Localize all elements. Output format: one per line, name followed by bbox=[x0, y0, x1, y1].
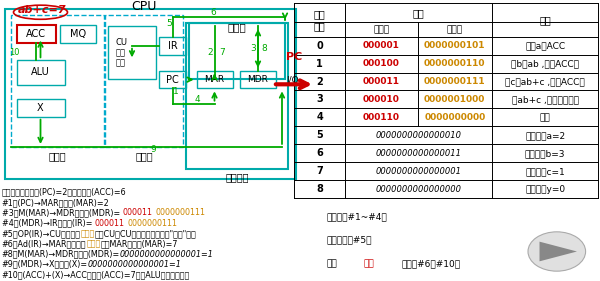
Text: 4: 4 bbox=[316, 112, 323, 123]
Text: 停机: 停机 bbox=[540, 113, 551, 122]
Text: 原始数据y=0: 原始数据y=0 bbox=[525, 185, 565, 194]
Text: #5：OP(IR)→CU，指令的: #5：OP(IR)→CU，指令的 bbox=[2, 229, 81, 238]
Text: MAR: MAR bbox=[205, 75, 224, 84]
Text: ab+c=7: ab+c=7 bbox=[18, 5, 67, 15]
Text: 0000001000: 0000001000 bbox=[424, 95, 485, 104]
Text: 3: 3 bbox=[251, 44, 256, 53]
Text: 000110: 000110 bbox=[363, 113, 400, 122]
Text: 1: 1 bbox=[173, 87, 178, 96]
Text: 7: 7 bbox=[316, 166, 323, 176]
Text: 0000000000000011: 0000000000000011 bbox=[376, 149, 461, 158]
Text: 地址码: 地址码 bbox=[447, 25, 463, 34]
Text: 0000000101: 0000000101 bbox=[424, 41, 485, 50]
Text: 上一条指令取指后(PC)=2，执行后，(ACC)=6: 上一条指令取指后(PC)=2，执行后，(ACC)=6 bbox=[2, 188, 127, 197]
Text: 0000000111: 0000000111 bbox=[155, 208, 205, 217]
Text: #8：M(MAR)→MDR，导致(MDR)=: #8：M(MAR)→MDR，导致(MDR)= bbox=[2, 250, 120, 259]
Text: 取指令（#1~#4）: 取指令（#1~#4） bbox=[326, 212, 387, 221]
Text: 0000000000000001=1: 0000000000000001=1 bbox=[88, 260, 182, 269]
Text: 0000000110: 0000000110 bbox=[424, 59, 485, 68]
Text: 送到MAR，导致(MAR)=7: 送到MAR，导致(MAR)=7 bbox=[101, 239, 178, 248]
Text: 000100: 000100 bbox=[363, 59, 400, 68]
Text: 取数a至ACC: 取数a至ACC bbox=[525, 41, 565, 50]
Text: 0: 0 bbox=[316, 40, 323, 51]
Text: ACC: ACC bbox=[26, 30, 46, 39]
Text: CPU: CPU bbox=[131, 0, 157, 13]
Text: 10: 10 bbox=[9, 47, 19, 56]
Text: 乘b得ab ,存于ACC中: 乘b得ab ,存于ACC中 bbox=[511, 59, 579, 68]
Text: 送到CU，CU分析后得知，这是"加法"指令: 送到CU，CU分析后得知，这是"加法"指令 bbox=[95, 229, 197, 238]
Text: PC: PC bbox=[166, 75, 179, 85]
Text: 原始数据c=1: 原始数据c=1 bbox=[525, 167, 565, 176]
Text: #4：(MDR)→IR，导致(IR)=: #4：(MDR)→IR，导致(IR)= bbox=[2, 219, 95, 228]
Text: 000010: 000010 bbox=[363, 95, 400, 104]
Text: 0000000000000001: 0000000000000001 bbox=[376, 167, 461, 176]
Text: #1：(PC)→MAR，导致(MAR)=2: #1：(PC)→MAR，导致(MAR)=2 bbox=[2, 198, 110, 207]
Text: 0000000000000000: 0000000000000000 bbox=[376, 185, 461, 194]
Text: #9：(MDR)→X，导致(X)=: #9：(MDR)→X，导致(X)= bbox=[2, 260, 88, 269]
Text: 2: 2 bbox=[207, 47, 212, 56]
Text: 0000000000000010: 0000000000000010 bbox=[376, 131, 461, 140]
Text: 地址码: 地址码 bbox=[86, 239, 101, 248]
Text: 将ab+c ,存于主存单元: 将ab+c ,存于主存单元 bbox=[512, 95, 578, 104]
Text: 3: 3 bbox=[316, 94, 323, 105]
Text: 指令（#6～#10）: 指令（#6～#10） bbox=[401, 259, 460, 268]
Text: 000001: 000001 bbox=[363, 41, 400, 50]
Text: 运算器: 运算器 bbox=[48, 151, 66, 161]
Text: #3：M(MAR)→MDR，导致(MDR)=: #3：M(MAR)→MDR，导致(MDR)= bbox=[2, 208, 122, 217]
Text: 0000000111: 0000000111 bbox=[424, 77, 485, 86]
Polygon shape bbox=[539, 242, 577, 261]
Circle shape bbox=[528, 232, 586, 271]
Text: 6: 6 bbox=[316, 148, 323, 158]
Text: PC: PC bbox=[286, 52, 302, 62]
Text: 主存
地址: 主存 地址 bbox=[314, 9, 325, 31]
Text: 原始数据a=2: 原始数据a=2 bbox=[525, 131, 565, 140]
Text: 控制器: 控制器 bbox=[135, 151, 153, 161]
Text: CU
控制
单元: CU 控制 单元 bbox=[115, 38, 128, 68]
Text: 8: 8 bbox=[316, 184, 323, 194]
Text: #6：Ad(IR)→MAR，指令的: #6：Ad(IR)→MAR，指令的 bbox=[2, 239, 86, 248]
Text: 6: 6 bbox=[210, 8, 216, 17]
Text: IR: IR bbox=[167, 41, 178, 51]
Text: 9: 9 bbox=[150, 146, 156, 155]
Text: 2: 2 bbox=[316, 76, 323, 87]
Text: 注释: 注释 bbox=[539, 15, 551, 25]
Text: 5: 5 bbox=[316, 130, 323, 140]
Text: 加法: 加法 bbox=[364, 259, 374, 268]
Text: 主存储器: 主存储器 bbox=[225, 172, 249, 182]
Text: 分析指令（#5）: 分析指令（#5） bbox=[326, 236, 372, 245]
Text: MQ: MQ bbox=[70, 30, 86, 39]
Text: ALU: ALU bbox=[31, 67, 50, 78]
Text: 000011: 000011 bbox=[122, 208, 152, 217]
Text: I/O: I/O bbox=[286, 75, 299, 84]
Text: 000011: 000011 bbox=[363, 77, 400, 86]
Text: 000011: 000011 bbox=[95, 219, 125, 228]
Text: 操作码: 操作码 bbox=[81, 229, 95, 238]
Text: 存储体: 存储体 bbox=[227, 22, 247, 32]
Text: 0000000000: 0000000000 bbox=[424, 113, 485, 122]
Text: 加c得ab+c ,存于ACC中: 加c得ab+c ,存于ACC中 bbox=[505, 77, 585, 86]
Text: 4: 4 bbox=[195, 95, 200, 104]
Text: 1: 1 bbox=[316, 58, 323, 69]
Text: 原始数据b=3: 原始数据b=3 bbox=[525, 149, 565, 158]
Text: #10：(ACC)+(X)→ACC，导致(ACC)=7，由ALU实现加法运算: #10：(ACC)+(X)→ACC，导致(ACC)=7，由ALU实现加法运算 bbox=[2, 270, 190, 279]
Text: 执行: 执行 bbox=[326, 259, 337, 268]
Text: 0000000111: 0000000111 bbox=[127, 219, 178, 228]
Text: 操作码: 操作码 bbox=[373, 25, 389, 34]
Text: X: X bbox=[37, 103, 44, 113]
Text: 5: 5 bbox=[167, 19, 172, 28]
Text: 8: 8 bbox=[261, 44, 267, 53]
Text: MDR: MDR bbox=[248, 75, 268, 84]
Text: 7: 7 bbox=[219, 47, 225, 56]
Text: 指令: 指令 bbox=[413, 8, 424, 18]
Text: 0000000000000001=1: 0000000000000001=1 bbox=[120, 250, 214, 259]
